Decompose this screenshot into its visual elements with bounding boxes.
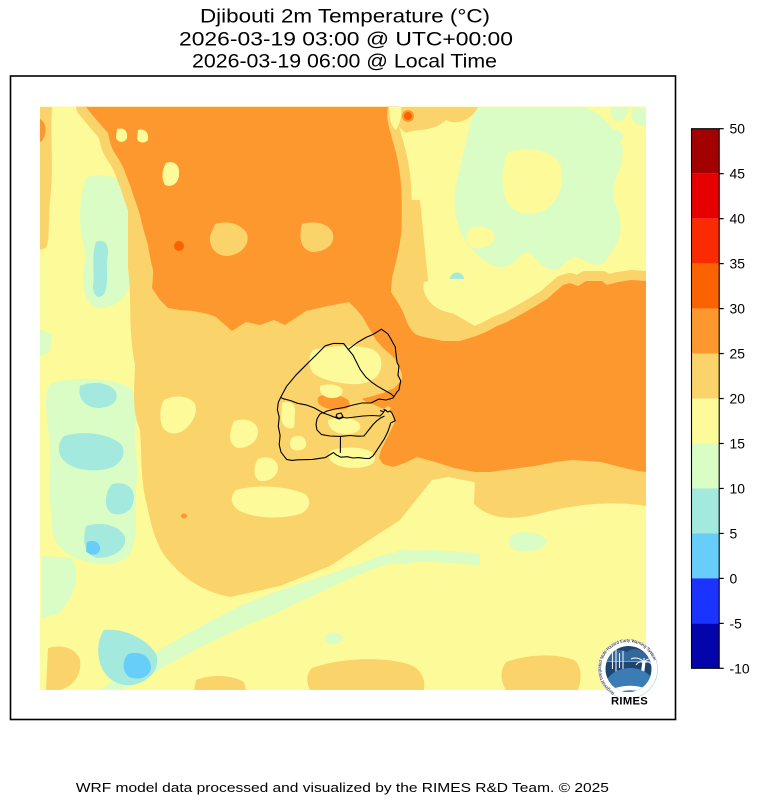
- svg-text:0: 0: [730, 570, 738, 586]
- svg-text:2026-03-19 03:00 @ UTC+00:00: 2026-03-19 03:00 @ UTC+00:00: [179, 28, 513, 50]
- svg-text:25: 25: [730, 346, 746, 362]
- svg-text:2026-03-19 06:00 @ Local Time: 2026-03-19 06:00 @ Local Time: [192, 51, 497, 73]
- svg-text:40: 40: [730, 211, 746, 227]
- svg-text:10: 10: [730, 480, 746, 496]
- svg-text:WRF model data processed and v: WRF model data processed and visualized …: [76, 780, 609, 795]
- svg-text:Djibouti 2m Temperature (°C): Djibouti 2m Temperature (°C): [200, 5, 490, 27]
- svg-text:15: 15: [730, 435, 746, 451]
- svg-text:30: 30: [730, 301, 746, 317]
- svg-text:20: 20: [730, 391, 746, 407]
- svg-text:50: 50: [730, 121, 746, 137]
- svg-text:35: 35: [730, 256, 746, 272]
- svg-text:-5: -5: [730, 615, 743, 631]
- svg-text:-10: -10: [730, 660, 750, 676]
- svg-text:5: 5: [730, 525, 738, 541]
- svg-text:RIMES: RIMES: [611, 696, 648, 708]
- svg-text:45: 45: [730, 166, 746, 182]
